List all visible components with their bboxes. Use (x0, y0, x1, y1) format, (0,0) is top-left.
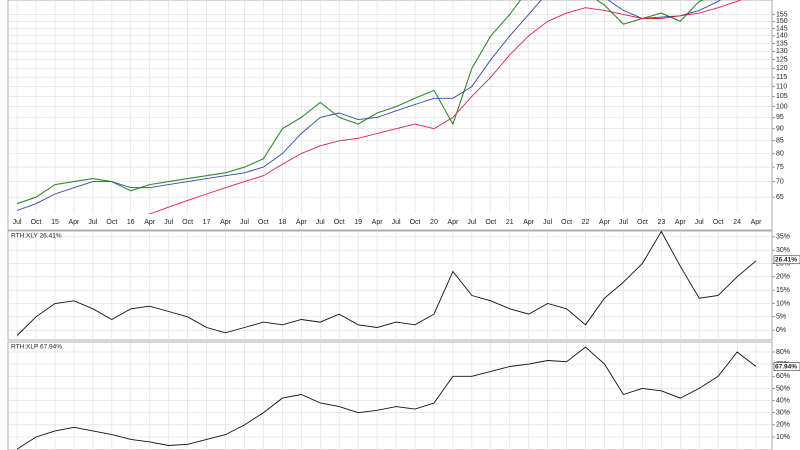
last-value-box (773, 362, 800, 371)
y-tick-label: 60% (776, 373, 790, 380)
y-tick-label: 30% (776, 410, 790, 417)
y-tick-label: 145 (776, 25, 788, 32)
x-tick-label: Apr (599, 219, 611, 226)
y-tick-label: 80% (776, 349, 790, 356)
x-tick-label: 16 (127, 219, 135, 226)
last-value-label: 67.94% (775, 363, 797, 370)
x-tick-label: Jul (392, 219, 401, 226)
y-tick-label: 30% (776, 247, 790, 254)
x-tick-label: Jul (619, 219, 628, 226)
x-tick-label: Oct (561, 219, 572, 226)
y-tick-label: 10% (776, 434, 790, 441)
y-tick-label: 85 (776, 138, 784, 145)
x-tick-label: Oct (31, 219, 42, 226)
x-tick-label: Oct (713, 219, 724, 226)
y-tick-label: 40% (776, 397, 790, 404)
y-tick-label: 50% (776, 385, 790, 392)
series-line (16, 346, 757, 450)
y-tick-label: 130 (776, 48, 788, 55)
y-tick-label: 120 (776, 65, 788, 72)
x-tick-label: Apr (144, 219, 156, 226)
x-tick-label: Apr (372, 219, 384, 226)
y-tick-label: 110 (776, 83, 787, 90)
y-tick-label: 20% (776, 274, 790, 281)
x-tick-label: Jul (164, 219, 173, 226)
panel-title: RTH:XLP 67.94% (11, 344, 62, 351)
lines (16, 346, 757, 450)
y-tick-label: 80 (776, 150, 784, 157)
x-tick-label: Oct (485, 219, 496, 226)
last-value-box (773, 255, 800, 265)
x-tick-label: 15 (51, 219, 59, 226)
last-value-label: 26.41% (775, 256, 797, 263)
panel-frame (7, 341, 773, 450)
y-tick-label: 90 (776, 126, 784, 133)
x-tick-label: Jul (88, 219, 97, 226)
y-tick-label: 115 (776, 74, 787, 81)
x-tick-label: 17 (203, 219, 211, 226)
x-tick-label: 21 (506, 219, 514, 226)
x-tick-label: Jul (695, 219, 704, 226)
x-tick-label: Oct (637, 219, 648, 226)
x-tick-label: Oct (182, 219, 193, 226)
y-tick-label: 100 (776, 103, 788, 110)
x-tick-label: Apr (523, 219, 535, 226)
panel-title: RTH:XLY 26.41% (11, 233, 62, 240)
y-tick-label: 15% (776, 287, 790, 294)
y-tick-label: 0% (776, 327, 786, 334)
y-tick-label: 10% (776, 300, 790, 307)
series-line (16, 0, 722, 211)
panel-frame (7, 230, 773, 341)
y-tick-label: 95 (776, 114, 784, 121)
y-tick-label: 125 (776, 56, 788, 63)
panel: Jul Oct 15 Apr Jul Oct 16 Apr Jul Oct 17 Apr Jul Oct 1… (7, 0, 788, 231)
y-tick-label: 5% (776, 314, 786, 321)
x-tick-label: Apr (675, 219, 687, 226)
y-tick-label: 140 (776, 33, 788, 40)
y-tick-label: 135 (776, 40, 788, 47)
series-line (147, 0, 743, 214)
lines (16, 231, 757, 336)
x-tick-label: Jul (467, 219, 476, 226)
y-tick-label: 105 (776, 93, 788, 100)
panel: 0%5%10%15%20%25%30%35%RTH:XLY 26.41%26.4… (7, 230, 800, 341)
x-tick-label: Jul (316, 219, 325, 226)
x-tick-label: Apr (751, 219, 763, 226)
lines (16, 0, 743, 214)
x-tick-label: 24 (733, 219, 741, 226)
x-tick-label: 19 (354, 219, 362, 226)
x-tick-label: Oct (410, 219, 421, 226)
x-tick-label: Oct (334, 219, 345, 226)
x-tick-label: Jul (543, 219, 552, 226)
x-tick-label: Apr (220, 219, 232, 226)
x-tick-label: Apr (296, 219, 308, 226)
y-tick-label: 155 (776, 11, 788, 18)
x-tick-label: Oct (258, 219, 269, 226)
y-tick-label: 150 (776, 18, 788, 25)
panel: 10%20%30%40%50%60%70%80%RTH:XLP 67.94%67… (7, 341, 800, 450)
y-tick-label: 35% (776, 234, 790, 241)
x-tick-label: 20 (430, 219, 438, 226)
x-tick-label: 22 (582, 219, 590, 226)
x-tick-label: 23 (657, 219, 665, 226)
x-tick-label: Jul (13, 219, 22, 226)
x-tick-label: Apr (68, 219, 80, 226)
x-tick-label: 18 (278, 219, 286, 226)
y-tick-label: 65 (776, 194, 784, 201)
x-tick-label: Apr (447, 219, 459, 226)
y-tick-label: 75 (776, 164, 784, 171)
panel-frame (7, 0, 773, 231)
y-tick-label: 70 (776, 178, 784, 185)
y-tick-label: 20% (776, 422, 790, 429)
x-tick-label: Jul (240, 219, 249, 226)
series-line (16, 231, 757, 336)
x-tick-label: Oct (106, 219, 117, 226)
